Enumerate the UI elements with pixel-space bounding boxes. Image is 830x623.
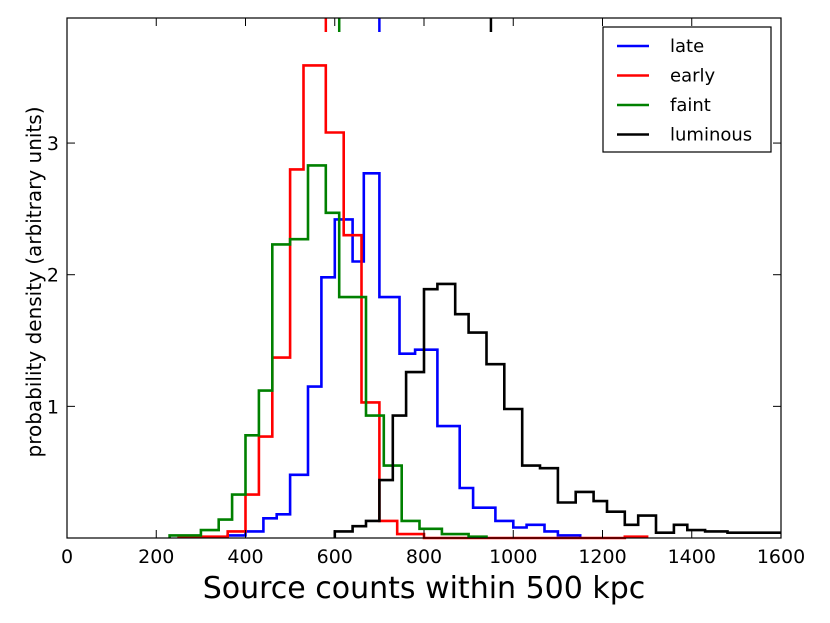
legend-label-faint: faint [670, 95, 711, 116]
x-tick-label-0: 0 [61, 546, 73, 568]
legend-box [602, 26, 772, 153]
legend-label-early: early [670, 66, 716, 87]
x-tick-label-600: 600 [317, 546, 353, 568]
legend: late early faint luminous [602, 26, 772, 153]
x-tick-label-800: 800 [406, 546, 442, 568]
x-tick-label-1600: 1600 [757, 546, 805, 568]
y-tick-label-2: 2 [47, 265, 59, 287]
x-tick-label-400: 400 [227, 546, 263, 568]
x-tick-label-1200: 1200 [578, 546, 626, 568]
x-tick-label-200: 200 [138, 546, 174, 568]
x-axis-label: Source counts within 500 kpc [203, 571, 646, 606]
series-luminous [333, 282, 781, 538]
y-tick-label-1: 1 [47, 396, 59, 418]
x-tick-label-1400: 1400 [668, 546, 716, 568]
y-tick-label-3: 3 [47, 133, 59, 155]
series-late [226, 172, 582, 538]
x-tick-label-1000: 1000 [489, 546, 537, 568]
y-axis-label: probability density (arbitrary units) [22, 107, 46, 458]
mean-markers [324, 18, 493, 32]
series-faint [168, 164, 488, 539]
legend-label-late: late [670, 36, 704, 57]
legend-label-luminous: luminous [670, 125, 752, 146]
axes: 0 200 400 600 800 1000 1200 1400 1600 1 2 3 [47, 17, 805, 568]
